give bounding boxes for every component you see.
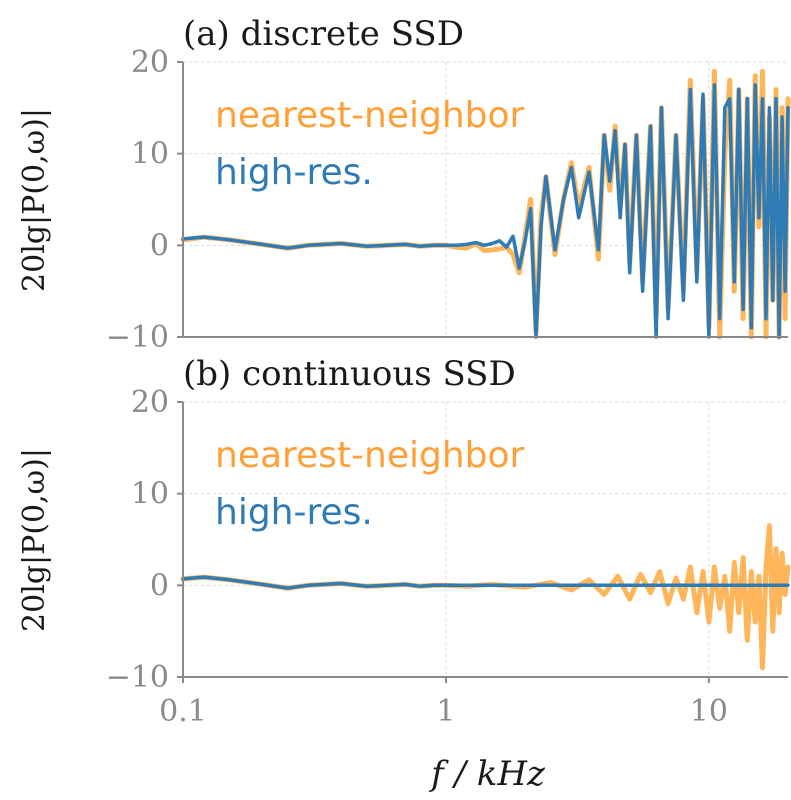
panel-a-legend-nearest: nearest-neighbor — [215, 95, 525, 136]
panel-b-legend-nearest: nearest-neighbor — [215, 435, 525, 476]
panel-b-yticks: 20 10 0 −10 — [106, 385, 183, 695]
y-tick-label: 10 — [131, 137, 169, 172]
panel-b-legend-highres: high-res. — [215, 492, 373, 533]
panel-a-legend-highres: high-res. — [215, 152, 373, 193]
y-tick-label: −10 — [106, 320, 169, 355]
y-tick-label: 20 — [131, 45, 169, 80]
panel-b-axes — [182, 402, 788, 678]
y-tick-label: 20 — [131, 385, 169, 420]
panel-a-axes — [182, 62, 788, 338]
x-tick-label: 0.1 — [159, 694, 207, 729]
panel-a-ylabel: 20lg|P(0,ω)| — [17, 108, 52, 292]
panel-b: (b) continuous SSD 20 10 0 −10 0.1 1 10 20lg|… — [17, 354, 791, 794]
panel-b-title: (b) continuous SSD — [183, 354, 516, 394]
panel-a-yticks: 20 10 0 −10 — [106, 45, 183, 355]
panel-a-series — [180, 68, 791, 340]
x-axis-label: f / kHz — [428, 754, 546, 794]
panel-a-title: (a) discrete SSD — [183, 14, 464, 54]
x-tick-label: 1 — [436, 694, 455, 729]
series-line-high-res — [181, 83, 790, 339]
series-line-nearest-neighbor — [180, 523, 791, 671]
panel-a: (a) discrete SSD 20 10 0 −10 20lg|P(0,ω)| n… — [17, 14, 791, 355]
panel-b-xticks: 0.1 1 10 — [159, 677, 728, 729]
x-tick-label: 10 — [690, 694, 728, 729]
panel-b-series — [180, 523, 791, 671]
panel-b-ylabel: 20lg|P(0,ω)| — [17, 448, 52, 632]
y-tick-label: 0 — [150, 568, 169, 603]
y-tick-label: 0 — [150, 228, 169, 263]
y-tick-label: 10 — [131, 477, 169, 512]
y-tick-label: −10 — [106, 660, 169, 695]
series-line-high-res — [181, 575, 790, 590]
